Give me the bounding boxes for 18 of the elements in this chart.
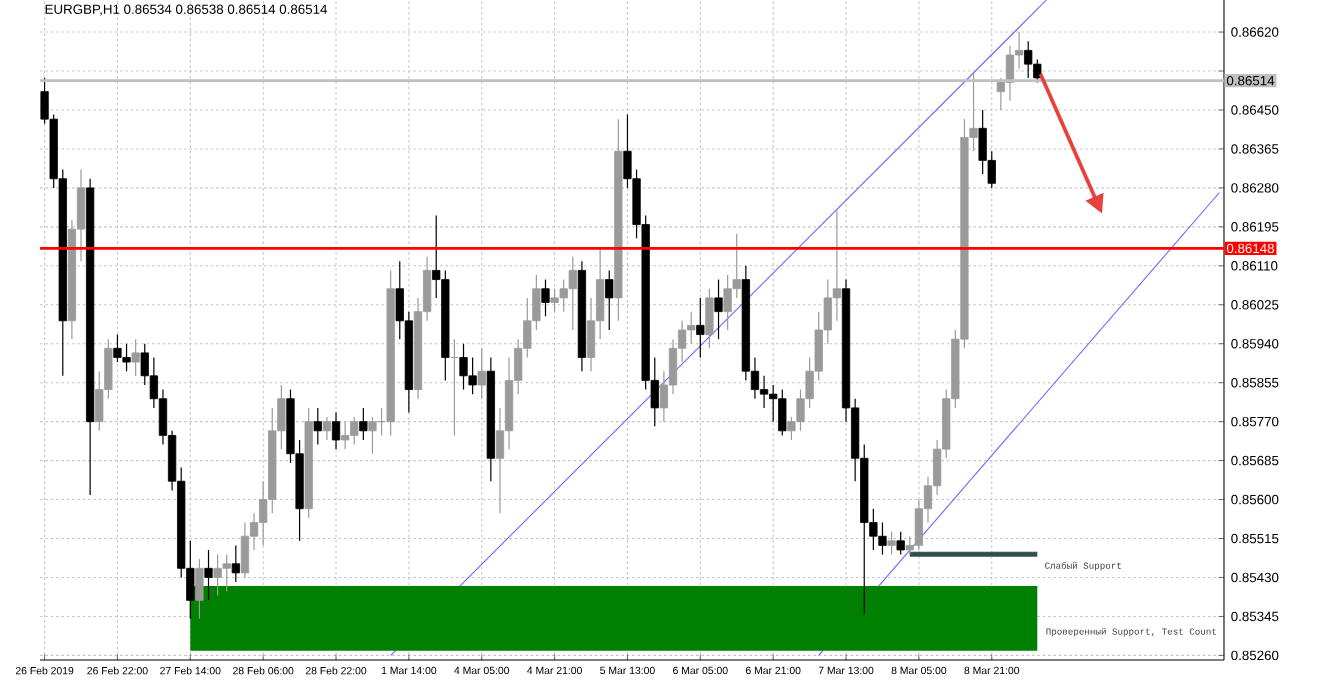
candlestick — [313, 407, 322, 446]
candlestick — [231, 544, 240, 583]
candlestick — [131, 338, 140, 377]
candlestick — [887, 531, 896, 556]
candlestick — [195, 558, 204, 620]
candlestick — [322, 416, 332, 441]
candlestick — [331, 411, 341, 450]
candlestick — [714, 278, 723, 340]
candlestick — [477, 347, 486, 400]
candlestick — [896, 531, 905, 556]
candlestick — [204, 549, 213, 601]
candlestick — [605, 269, 614, 331]
candlestick — [359, 407, 368, 441]
candlestick — [541, 278, 550, 317]
candlestick — [696, 297, 705, 359]
candlestick — [240, 521, 250, 579]
candlestick — [705, 288, 714, 349]
candlestick — [368, 416, 377, 455]
